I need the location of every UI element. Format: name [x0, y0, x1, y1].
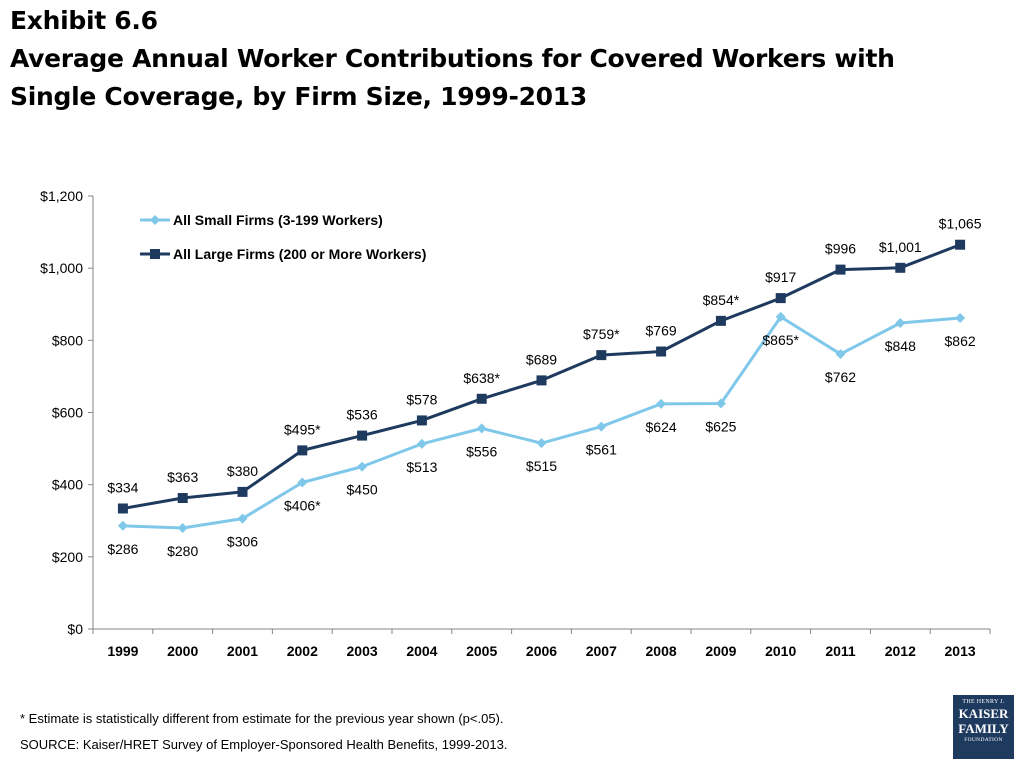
- data-label-small: $865*: [762, 332, 799, 348]
- data-point: [297, 477, 308, 488]
- data-label-small: $515: [526, 458, 557, 474]
- data-point: [955, 239, 966, 250]
- data-point: [357, 461, 368, 472]
- x-tick-label: 2013: [945, 643, 976, 659]
- data-point: [596, 421, 607, 432]
- data-point: [536, 438, 547, 449]
- x-tick-label: 2000: [167, 643, 198, 659]
- data-point: [715, 315, 726, 326]
- data-label-small: $625: [705, 418, 736, 434]
- y-tick-label: $0: [67, 621, 83, 637]
- x-tick-label: 2005: [466, 643, 497, 659]
- data-label-small: $406*: [284, 498, 321, 514]
- logo-line-1: THE HENRY J.: [962, 699, 1005, 705]
- data-point: [835, 349, 846, 360]
- chart-title: Exhibit 6.6 Average Annual Worker Contri…: [10, 2, 1010, 116]
- data-label-large: $689: [526, 351, 557, 367]
- data-label-small: $561: [586, 442, 617, 458]
- data-label-large: $578: [406, 391, 437, 407]
- data-label-small: $306: [227, 534, 258, 550]
- data-point: [416, 415, 427, 426]
- data-point: [237, 486, 248, 497]
- x-tick-label: 2011: [825, 643, 856, 659]
- legend-marker: [150, 249, 160, 259]
- data-point: [177, 493, 188, 504]
- x-tick-label: 2006: [526, 643, 557, 659]
- logo-line-3: FAMILY: [958, 721, 1009, 736]
- line-chart: $0 $200 $400 $600 $800 $1,000 $1,200 1999 2000 20…: [40, 188, 991, 659]
- data-point: [715, 398, 726, 409]
- data-point: [476, 423, 487, 434]
- x-tick-label: 2009: [705, 643, 736, 659]
- data-point: [895, 262, 906, 273]
- x-tick-label: 2001: [227, 643, 258, 659]
- data-point: [835, 264, 846, 275]
- significance-footnote: * Estimate is statistically different fr…: [20, 711, 504, 726]
- data-label-large: $638*: [463, 370, 500, 386]
- data-point: [297, 445, 308, 456]
- x-tick-label: 2004: [406, 643, 437, 659]
- data-point: [955, 312, 966, 323]
- source-footnote: SOURCE: Kaiser/HRET Survey of Employer-S…: [20, 737, 508, 752]
- data-point: [357, 430, 368, 441]
- data-point: [656, 398, 667, 409]
- y-tick-label: $600: [52, 405, 83, 421]
- data-label-large: $769: [646, 323, 677, 339]
- data-point: [416, 438, 427, 449]
- logo-line-4: FOUNDATION: [964, 737, 1003, 743]
- data-label-large: $363: [167, 469, 198, 485]
- y-tick-label: $200: [52, 549, 83, 565]
- legend-marker: [150, 215, 160, 225]
- exhibit-label: Exhibit 6.6: [10, 6, 158, 35]
- data-point: [117, 520, 128, 531]
- legend-label: All Small Firms (3-199 Workers): [173, 212, 383, 228]
- x-tick-label: 2003: [347, 643, 378, 659]
- data-point: [895, 318, 906, 329]
- data-label-small: $450: [347, 482, 378, 498]
- x-tick-label: 2012: [885, 643, 916, 659]
- data-label-large: $759*: [583, 326, 620, 342]
- series-line-1: [122, 315, 961, 530]
- data-label-large: $380: [227, 463, 258, 479]
- data-label-small: $762: [825, 369, 856, 385]
- data-point: [596, 350, 607, 361]
- data-point: [536, 375, 547, 386]
- data-label-small: $286: [107, 541, 138, 557]
- kff-logo: THE HENRY J. KAISER FAMILY FOUNDATION: [953, 695, 1014, 759]
- x-tick-label: 2008: [646, 643, 677, 659]
- y-tick-label: $1,200: [40, 188, 83, 204]
- data-label-small: $848: [885, 338, 916, 354]
- y-tick-label: $1,000: [40, 260, 83, 276]
- data-label-large: $996: [825, 241, 856, 257]
- logo-line-2: KAISER: [958, 706, 1009, 721]
- title-line-2: Single Coverage, by Firm Size, 1999-2013: [10, 82, 587, 111]
- x-tick-label: 2002: [287, 643, 318, 659]
- data-point: [237, 513, 248, 524]
- data-label-large: $1,065: [939, 216, 982, 232]
- data-point: [775, 293, 786, 304]
- data-point: [117, 503, 128, 514]
- data-label-large: $495*: [284, 421, 321, 437]
- data-point: [476, 393, 487, 404]
- data-label-large: $917: [765, 269, 796, 285]
- x-tick-label: 2010: [765, 643, 796, 659]
- x-tick-label: 1999: [107, 643, 138, 659]
- data-label-large: $536: [347, 407, 378, 423]
- data-label-large: $1,001: [879, 239, 922, 255]
- data-label-large: $334: [107, 479, 138, 495]
- legend-label: All Large Firms (200 or More Workers): [173, 246, 426, 262]
- title-line-1: Average Annual Worker Contributions for …: [10, 44, 895, 73]
- y-tick-label: $400: [52, 477, 83, 493]
- data-label-large: $854*: [703, 292, 740, 308]
- data-point: [775, 311, 786, 322]
- data-point: [656, 346, 667, 357]
- data-label-small: $862: [945, 333, 976, 349]
- data-label-small: $556: [466, 443, 497, 459]
- data-label-small: $280: [167, 543, 198, 559]
- x-tick-label: 2007: [586, 643, 617, 659]
- data-label-small: $513: [406, 459, 437, 475]
- data-label-small: $624: [646, 419, 677, 435]
- y-tick-label: $800: [52, 332, 83, 348]
- data-point: [177, 522, 188, 533]
